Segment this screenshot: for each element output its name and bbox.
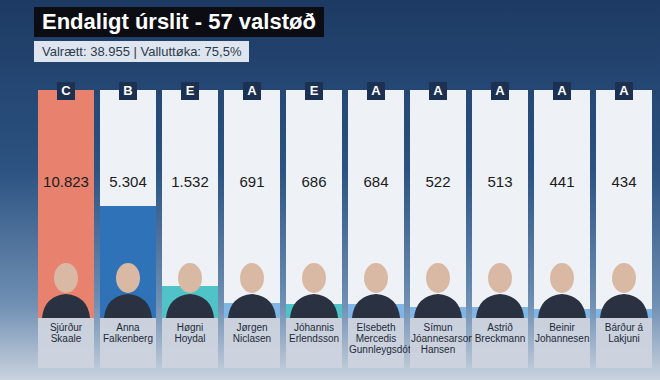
party-badge: C: [57, 82, 75, 100]
portrait-body: [290, 294, 338, 318]
data-label: 684: [345, 173, 407, 190]
portrait-head: [364, 263, 388, 293]
column-panel: [286, 90, 342, 318]
column-panel: [224, 90, 280, 318]
portrait-head: [116, 263, 140, 293]
portrait-body: [104, 294, 152, 318]
portrait-head: [488, 263, 512, 293]
portrait-body: [42, 294, 90, 318]
data-label: 691: [221, 173, 283, 190]
portrait-body: [166, 294, 214, 318]
portrait: [596, 252, 652, 318]
portrait-head: [54, 263, 78, 293]
portrait: [534, 252, 590, 318]
portrait-head: [178, 263, 202, 293]
portrait-head: [240, 263, 264, 293]
category-label: Jóhannis Erlendsson: [287, 322, 341, 344]
data-label: 10.823: [35, 173, 97, 190]
portrait: [38, 252, 94, 318]
column-panel: [162, 90, 218, 318]
portrait-body: [538, 294, 586, 318]
data-label: 5.304: [97, 173, 159, 190]
party-badge: B: [119, 82, 137, 100]
portrait: [286, 252, 342, 318]
category-label: Jørgen Niclasen: [225, 322, 279, 344]
data-label: 434: [593, 173, 655, 190]
category-label: Elsebeth Mercedis Gunnleygsdóttir: [349, 322, 403, 355]
column-panel: [100, 90, 156, 318]
party-badge: A: [553, 82, 571, 100]
category-label: Anna Falkenberg: [101, 322, 155, 344]
column-panel: [38, 90, 94, 318]
party-badge: A: [243, 82, 261, 100]
data-label: 1.532: [159, 173, 221, 190]
column-panel: [596, 90, 652, 318]
data-label: 513: [469, 173, 531, 190]
portrait-body: [414, 294, 462, 318]
portrait-body: [600, 294, 648, 318]
column-panel: [410, 90, 466, 318]
portrait: [162, 252, 218, 318]
data-label: 522: [407, 173, 469, 190]
portrait: [472, 252, 528, 318]
portrait-head: [550, 263, 574, 293]
portrait-head: [612, 263, 636, 293]
portrait-body: [352, 294, 400, 318]
column-panel: [472, 90, 528, 318]
title: Endaligt úrslit - 57 valstøð: [34, 7, 324, 37]
party-badge: A: [615, 82, 633, 100]
column-panel: [348, 90, 404, 318]
party-badge: A: [429, 82, 447, 100]
category-label: Astrið Breckmann: [473, 322, 527, 344]
category-label: Símun Jóannesarson Hansen: [411, 322, 465, 355]
portrait: [348, 252, 404, 318]
subtitle: Valrætt: 38.955 | Valluttøka: 75,5%: [34, 41, 249, 62]
portrait-head: [302, 263, 326, 293]
portrait: [410, 252, 466, 318]
portrait: [100, 252, 156, 318]
party-badge: E: [181, 82, 199, 100]
portrait: [224, 252, 280, 318]
party-badge: A: [367, 82, 385, 100]
category-label: Høgni Hoydal: [163, 322, 217, 344]
party-badge: A: [491, 82, 509, 100]
category-label: Beinir Johannesen: [535, 322, 589, 344]
column-panel: [534, 90, 590, 318]
portrait-head: [426, 263, 450, 293]
data-label: 441: [531, 173, 593, 190]
party-badge: E: [305, 82, 323, 100]
portrait-body: [228, 294, 276, 318]
category-label: Sjúrður Skaale: [39, 322, 93, 344]
data-label: 686: [283, 173, 345, 190]
category-label: Bárður á Lakjuni: [597, 322, 651, 344]
portrait-body: [476, 294, 524, 318]
